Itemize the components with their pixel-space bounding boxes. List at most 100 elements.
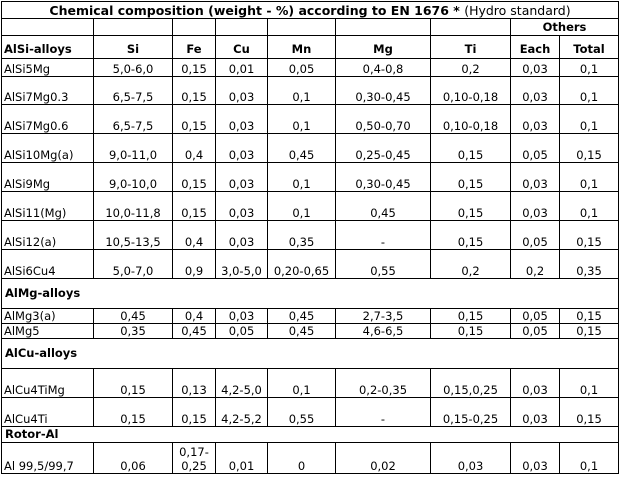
cell-total: 0,1 [558,191,619,221]
cell-cu: 4,2-5,2 [215,397,268,427]
cell-cu: 0,03 [215,191,268,221]
table-row: AlMg5 0,35 0,45 0,05 0,45 4,6-6,5 0,15 0… [1,323,619,339]
cell-ti: 0,15 [430,133,511,163]
cell-fe: 0,15 [172,58,216,77]
cell-cu: 4,2-5,0 [215,368,268,398]
table-row: AlSi5Mg 5,0-6,0 0,15 0,01 0,05 0,4-0,8 0… [1,58,619,77]
cell-each: 0,05 [510,323,560,339]
cell-si: 0,15 [93,368,173,398]
cell-fe: 0,15 [172,397,216,427]
others-header: Others [509,18,619,36]
group-header-alsi: AlSi-alloys [1,35,94,59]
cell-cu: 0,01 [215,442,268,474]
alloy-name: AlCu4Ti [1,397,94,427]
cell-mg: 0,55 [335,249,431,279]
cell-each: 0,03 [510,162,560,192]
column-header-mn: Mn [267,35,336,59]
column-header-each: Each [510,35,560,59]
cell-ti: 0,2 [430,249,511,279]
cell-fe: 0,4 [172,133,216,163]
cell-each: 0,03 [510,442,560,474]
alloy-name: AlSi7Mg0.6 [1,104,94,134]
cell-si: 9,0-11,0 [93,133,173,163]
cell-fe: 0,15 [172,191,216,221]
cell-fe: 0,45 [172,323,216,339]
cell-mn: 0,20-0,65 [267,249,336,279]
cell-ti: 0,03 [430,442,511,474]
cell-each: 0,03 [510,397,560,427]
table-row: AlCu4TiMg 0,15 0,13 4,2-5,0 0,1 0,2-0,35… [1,368,619,398]
cell-total: 0,15 [558,397,619,427]
header-spacer [267,18,336,36]
cell-mg: 0,4-0,8 [335,58,431,77]
cell-ti: 0,15-0,25 [430,397,511,427]
group-header-rotor: Rotor-Al [0,426,619,443]
cell-total: 0,1 [558,76,619,105]
header-spacer [93,18,173,36]
cell-total: 0,15 [558,133,619,163]
cell-fe: 0,15 [172,76,216,105]
cell-fe: 0,15 [172,104,216,134]
cell-total: 0,15 [558,220,619,250]
cell-each: 0,05 [510,308,560,324]
cell-cu: 0,03 [215,76,268,105]
cell-mn: 0,35 [267,220,336,250]
header-spacer [1,18,94,36]
cell-fe: 0,4 [172,220,216,250]
cell-si: 5,0-6,0 [93,58,173,77]
cell-total: 0,1 [558,104,619,134]
table-row: AlMg3(a) 0,45 0,4 0,03 0,45 2,7-3,5 0,15… [1,308,619,324]
cell-si: 0,15 [93,397,173,427]
cell-fe: 0,13 [172,368,216,398]
alloy-name: AlSi12(a) [1,220,94,250]
cell-cu: 0,03 [215,162,268,192]
cell-mg: 4,6-6,5 [335,323,431,339]
cell-fe: 0,4 [172,308,216,324]
column-header-total: Total [558,35,619,59]
cell-mg: 0,30-0,45 [335,162,431,192]
cell-si: 5,0-7,0 [93,249,173,279]
cell-total: 0,1 [558,162,619,192]
cell-each: 0,05 [510,133,560,163]
cell-ti: 0,15 [430,220,511,250]
header-spacer [335,18,431,36]
alloy-name: AlCu4TiMg [1,368,94,398]
cell-fe: 0,15 [172,162,216,192]
cell-cu: 0,03 [215,308,268,324]
cell-ti: 0,10-0,18 [430,104,511,134]
cell-mn: 0,1 [267,368,336,398]
alloy-name: AlSi11(Mg) [1,191,94,221]
cell-mg: 0,50-0,70 [335,104,431,134]
table-row: AlCu4Ti 0,15 0,15 4,2-5,2 0,55 - 0,15-0,… [1,397,619,427]
cell-cu: 0,05 [215,323,268,339]
cell-ti: 0,15 [430,308,511,324]
cell-each: 0,2 [510,249,560,279]
cell-total: 0,15 [558,323,619,339]
table-row: AlSi11(Mg) 10,0-11,8 0,15 0,03 0,1 0,45 … [1,191,619,221]
cell-mn: 0 [267,442,336,474]
alloy-name: AlSi5Mg [1,58,94,77]
cell-total: 0,1 [558,368,619,398]
cell-mn: 0,45 [267,308,336,324]
cell-si: 10,0-11,8 [93,191,173,221]
alloy-name: AlSi9Mg [1,162,94,192]
header-spacer [172,18,216,36]
cell-mg: 0,45 [335,191,431,221]
cell-cu: 0,03 [215,220,268,250]
cell-mg: - [335,397,431,427]
cell-mn: 0,1 [267,104,336,134]
column-header-ti: Ti [430,35,511,59]
composition-table: Chemical composition (weight - %) accord… [0,1,619,474]
alloy-name: AlSi10Mg(a) [1,133,94,163]
title-note: (Hydro standard) [464,2,571,18]
cell-si: 0,45 [93,308,173,324]
cell-each: 0,03 [510,104,560,134]
cell-cu: 0,01 [215,58,268,77]
cell-total: 0,1 [558,58,619,77]
cell-ti: 0,10-0,18 [430,76,511,105]
table-row: Al 99,5/99,7 0,06 0,17-0,25 0,01 0 0,02 … [1,442,619,474]
cell-mg: 0,2-0,35 [335,368,431,398]
cell-mn: 0,05 [267,58,336,77]
alloy-name: AlSi7Mg0.3 [1,76,94,105]
table-row: AlSi6Cu4 5,0-7,0 0,9 3,0-5,0 0,20-0,65 0… [1,249,619,279]
